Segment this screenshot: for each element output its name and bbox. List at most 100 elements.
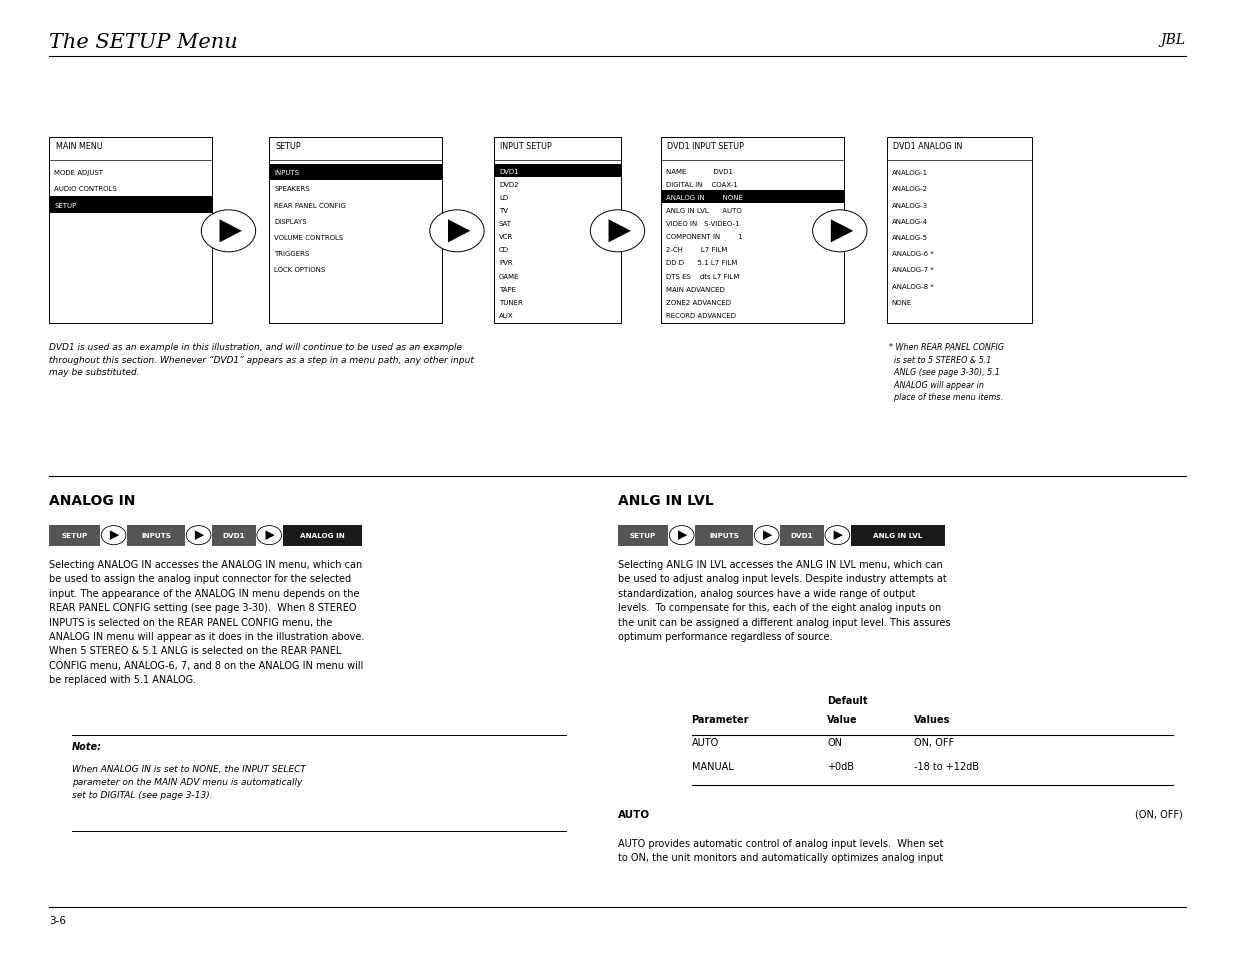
Text: ANALOG-6 *: ANALOG-6 * (892, 251, 934, 257)
Bar (661, 138, 844, 324)
Text: AUX: AUX (499, 313, 514, 318)
Text: INPUTS: INPUTS (709, 533, 740, 538)
Text: (ON, OFF): (ON, OFF) (1135, 809, 1183, 819)
Text: 3-6: 3-6 (49, 915, 67, 924)
Bar (49, 525, 100, 546)
Text: -18 to +12dB: -18 to +12dB (914, 761, 979, 771)
Bar (49, 138, 212, 324)
Text: PVR: PVR (499, 260, 513, 266)
Text: DVD1: DVD1 (222, 533, 246, 538)
Text: MODE ADJUST: MODE ADJUST (54, 170, 104, 176)
Text: RECORD ADVANCED: RECORD ADVANCED (666, 313, 736, 318)
Text: Value: Value (827, 715, 858, 724)
Text: DVD1: DVD1 (499, 169, 519, 174)
Polygon shape (195, 531, 204, 540)
Text: Default: Default (827, 696, 868, 705)
Text: DTS ES    dts L7 FILM: DTS ES dts L7 FILM (666, 274, 739, 279)
Text: COMPONENT IN        1: COMPONENT IN 1 (666, 233, 742, 240)
Bar (269, 165, 442, 181)
Text: DD D      5.1 L7 FILM: DD D 5.1 L7 FILM (666, 260, 737, 266)
Text: VOLUME CONTROLS: VOLUME CONTROLS (274, 234, 343, 241)
Circle shape (669, 526, 694, 545)
Circle shape (186, 526, 211, 545)
Text: Selecting ANALOG IN accesses the ANALOG IN menu, which can
be used to assign the: Selecting ANALOG IN accesses the ANALOG … (49, 559, 364, 684)
Circle shape (430, 211, 484, 253)
Text: INPUT SETUP: INPUT SETUP (500, 142, 552, 151)
Text: SPEAKERS: SPEAKERS (274, 186, 310, 193)
Text: LD: LD (499, 194, 508, 201)
Text: MAIN ADVANCED: MAIN ADVANCED (666, 286, 725, 293)
Text: ON, OFF: ON, OFF (914, 738, 953, 747)
Text: AUTO: AUTO (692, 738, 719, 747)
Text: TUNER: TUNER (499, 299, 522, 306)
Text: Values: Values (914, 715, 950, 724)
Polygon shape (609, 220, 631, 243)
Text: TRIGGERS: TRIGGERS (274, 251, 310, 257)
Text: ANALOG IN: ANALOG IN (49, 494, 136, 508)
Text: VIDEO IN   S-VIDEO-1: VIDEO IN S-VIDEO-1 (666, 221, 740, 227)
Circle shape (825, 526, 850, 545)
Text: ANALOG-4: ANALOG-4 (892, 218, 927, 225)
Text: SAT: SAT (499, 221, 513, 227)
Bar (494, 138, 621, 324)
Text: ANALOG-3: ANALOG-3 (892, 202, 927, 209)
Text: DVD1 INPUT SETUP: DVD1 INPUT SETUP (667, 142, 743, 151)
Text: GAME: GAME (499, 274, 520, 279)
Polygon shape (448, 220, 471, 243)
Text: ANALOG-7 *: ANALOG-7 * (892, 267, 934, 274)
Polygon shape (678, 531, 687, 540)
Text: ZONE2 ADVANCED: ZONE2 ADVANCED (666, 299, 731, 306)
Text: When ANALOG IN is set to NONE, the INPUT SELECT
parameter on the MAIN ADV menu i: When ANALOG IN is set to NONE, the INPUT… (72, 764, 305, 799)
Text: DVD1 is used as an example in this illustration, and will continue to be used as: DVD1 is used as an example in this illus… (49, 343, 474, 377)
Text: The SETUP Menu: The SETUP Menu (49, 33, 238, 52)
Bar (127, 525, 185, 546)
Text: ANALOG-5: ANALOG-5 (892, 234, 927, 241)
Bar (494, 165, 621, 178)
Polygon shape (266, 531, 274, 540)
Text: DVD2: DVD2 (499, 181, 519, 188)
Text: SETUP: SETUP (62, 533, 88, 538)
Text: +0dB: +0dB (827, 761, 855, 771)
Text: INPUTS: INPUTS (274, 170, 299, 176)
Bar (695, 525, 753, 546)
Text: Selecting ANLG IN LVL accesses the ANLG IN LVL menu, which can
be used to adjust: Selecting ANLG IN LVL accesses the ANLG … (618, 559, 950, 641)
Text: AUTO provides automatic control of analog input levels.  When set
to ON, the uni: AUTO provides automatic control of analo… (618, 838, 944, 862)
Polygon shape (220, 220, 242, 243)
Text: ANLG IN LVL: ANLG IN LVL (873, 533, 923, 538)
Circle shape (755, 526, 779, 545)
Text: SETUP: SETUP (630, 533, 656, 538)
Text: ANALOG-8 *: ANALOG-8 * (892, 283, 934, 290)
Text: TAPE: TAPE (499, 286, 516, 293)
Text: ANLG IN LVL      AUTO: ANLG IN LVL AUTO (666, 208, 741, 213)
Circle shape (101, 526, 126, 545)
Bar (212, 525, 256, 546)
Text: REAR PANEL CONFIG: REAR PANEL CONFIG (274, 202, 346, 209)
Bar (781, 525, 824, 546)
Text: NONE: NONE (892, 299, 911, 306)
Circle shape (590, 211, 645, 253)
Circle shape (201, 211, 256, 253)
Text: ANALOG IN: ANALOG IN (300, 533, 345, 538)
Polygon shape (110, 531, 119, 540)
Polygon shape (831, 220, 853, 243)
Text: Parameter: Parameter (692, 715, 750, 724)
Text: AUDIO CONTROLS: AUDIO CONTROLS (54, 186, 117, 193)
Text: ANALOG IN        NONE: ANALOG IN NONE (666, 194, 742, 201)
Text: LOCK OPTIONS: LOCK OPTIONS (274, 267, 325, 274)
Bar (283, 525, 362, 546)
Text: SETUP: SETUP (54, 202, 77, 209)
Text: SETUP: SETUP (275, 142, 301, 151)
Bar (49, 197, 212, 213)
Text: JBL: JBL (1161, 33, 1186, 48)
Text: AUTO: AUTO (618, 809, 650, 819)
Bar (887, 138, 1032, 324)
Polygon shape (763, 531, 772, 540)
Circle shape (257, 526, 282, 545)
Bar (661, 191, 844, 204)
Bar (618, 525, 668, 546)
Text: ANALOG-2: ANALOG-2 (892, 186, 927, 193)
Circle shape (813, 211, 867, 253)
Text: TV: TV (499, 208, 508, 213)
Text: MAIN MENU: MAIN MENU (56, 142, 103, 151)
Text: DIGITAL IN    COAX-1: DIGITAL IN COAX-1 (666, 181, 737, 188)
